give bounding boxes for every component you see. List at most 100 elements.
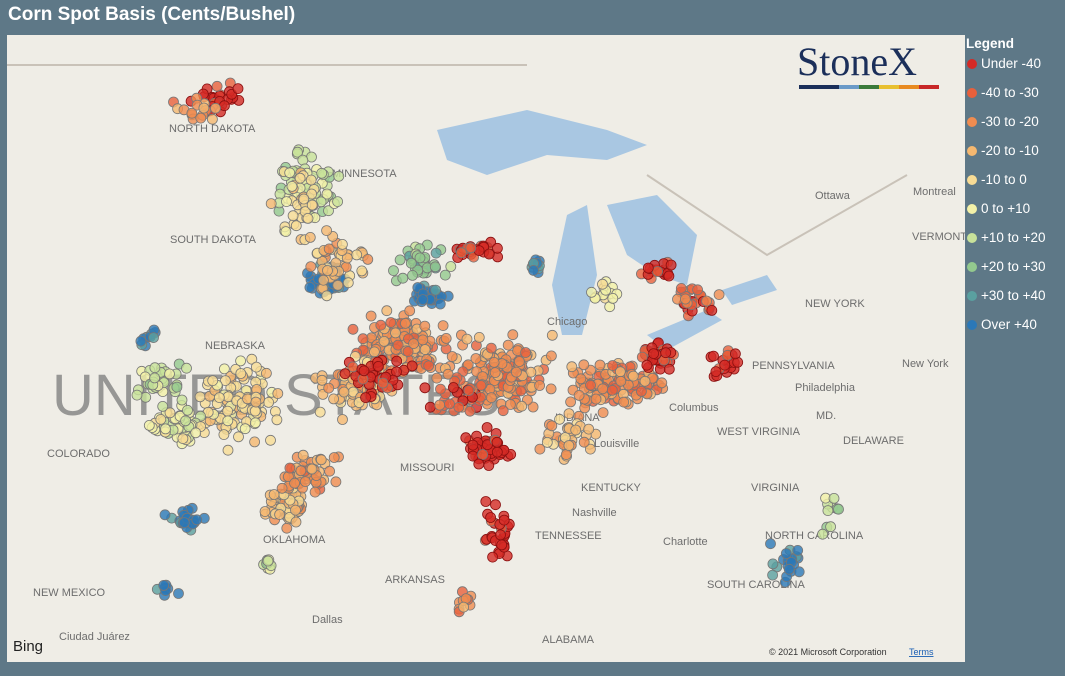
legend-item[interactable]: 0 to +10 [966, 201, 1065, 230]
legend-item[interactable]: -20 to -10 [966, 143, 1065, 172]
title: Corn Spot Basis (Cents/Bushel) [8, 4, 296, 25]
place-label: MISSOURI [400, 462, 454, 474]
point [339, 368, 351, 380]
logo-bar-segment [899, 85, 919, 89]
point [323, 205, 334, 217]
point [575, 373, 587, 385]
lake-erie [647, 310, 722, 350]
point [368, 346, 380, 358]
point [710, 366, 722, 378]
point [467, 439, 479, 451]
point [636, 385, 647, 397]
point [458, 601, 470, 613]
point [475, 380, 487, 391]
logo-bar-segment [879, 85, 899, 89]
point [164, 407, 176, 419]
point [218, 429, 230, 441]
place-label: NORTH CAROLINA [765, 530, 864, 542]
legend-item[interactable]: +30 to +40 [966, 288, 1065, 317]
point [765, 538, 776, 550]
point [534, 443, 546, 455]
place-label: New York [902, 358, 949, 370]
lake-superior [437, 110, 647, 175]
legend-item[interactable]: -30 to -20 [966, 114, 1065, 143]
point [302, 212, 314, 224]
point [157, 400, 169, 412]
point [180, 415, 192, 427]
point [378, 335, 390, 347]
point [360, 392, 372, 404]
point [606, 384, 618, 396]
point [406, 360, 418, 372]
point [408, 338, 420, 350]
point [222, 405, 234, 417]
point [546, 420, 558, 432]
point [260, 367, 272, 379]
point [317, 274, 329, 286]
point [414, 252, 426, 264]
point [792, 545, 804, 556]
point [143, 419, 155, 431]
point [419, 382, 431, 394]
provider: Bing [13, 638, 43, 655]
point [246, 353, 258, 365]
point [504, 399, 516, 410]
point [338, 386, 350, 398]
logo-bar-segment [859, 85, 879, 89]
terms-link[interactable]: Terms [909, 647, 934, 657]
legend-item[interactable]: +10 to +20 [966, 230, 1065, 259]
point [390, 327, 401, 339]
point [397, 272, 409, 284]
legend-item[interactable]: -10 to 0 [966, 172, 1065, 201]
point [322, 265, 333, 276]
legend-item[interactable]: -40 to -30 [966, 85, 1065, 114]
point [767, 558, 779, 570]
point [276, 482, 288, 494]
legend-swatch [967, 262, 977, 272]
point [464, 405, 476, 417]
point [488, 356, 500, 368]
point [692, 284, 703, 296]
point [545, 383, 557, 395]
point [250, 396, 262, 408]
place-label: ALABAMA [542, 634, 595, 646]
point [321, 188, 333, 200]
point [290, 516, 302, 528]
point [767, 569, 778, 581]
point [274, 509, 286, 520]
point [656, 377, 668, 389]
point [265, 434, 276, 446]
point [306, 188, 318, 200]
point [316, 167, 328, 179]
legend-item[interactable]: Over +40 [966, 317, 1065, 346]
point [563, 408, 575, 420]
point [198, 102, 210, 114]
point [332, 279, 344, 291]
point [218, 363, 230, 375]
point [510, 366, 522, 378]
map: UNITED STATES NORTH DAKOTAMINNESOTASOUTH… [7, 35, 965, 662]
point [435, 383, 446, 395]
point [328, 393, 340, 405]
point [306, 463, 318, 475]
point [583, 423, 595, 435]
point [708, 350, 719, 362]
point [289, 477, 301, 489]
point [176, 394, 188, 406]
point [362, 253, 374, 265]
legend-item[interactable]: Under -40 [966, 56, 1065, 85]
legend-item[interactable]: +20 to +30 [966, 259, 1065, 288]
point [297, 449, 309, 461]
legend-label: 0 to +10 [981, 201, 1031, 216]
point [424, 401, 436, 413]
point [290, 504, 301, 516]
point [131, 389, 143, 401]
point [648, 348, 659, 360]
point [164, 368, 175, 380]
point [520, 347, 531, 358]
legend: Legend Under -40 -40 to -30 -30 to -20 -20 … [966, 36, 1065, 346]
point [222, 444, 234, 456]
place-label: Ciudad Juárez [59, 631, 130, 643]
point [155, 413, 167, 425]
point [336, 238, 348, 250]
